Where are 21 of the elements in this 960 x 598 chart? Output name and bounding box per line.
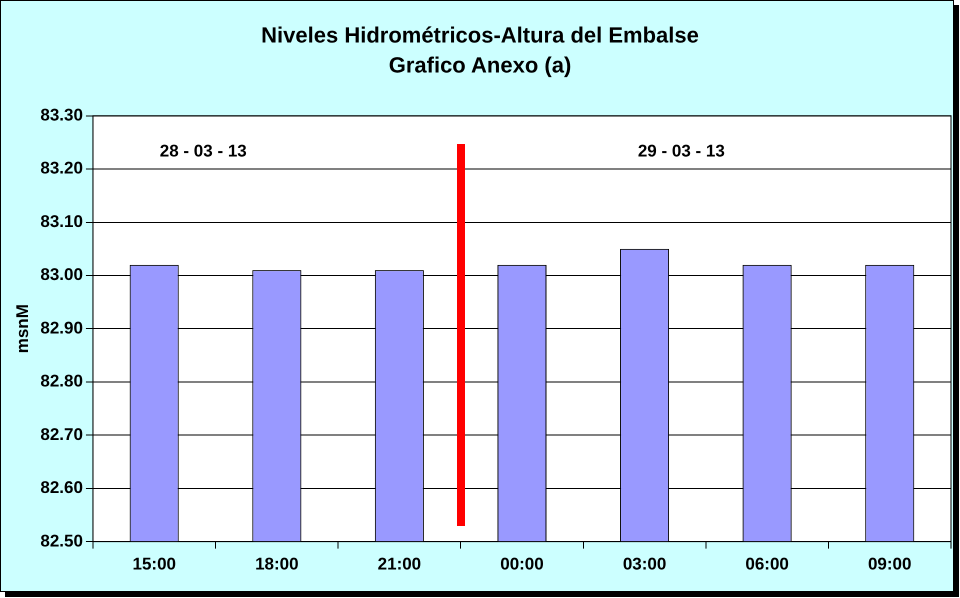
y-tick-label: 83.00 xyxy=(40,265,83,284)
y-tick-label: 82.60 xyxy=(40,478,83,498)
chart-subtitle: Grafico Anexo (a) xyxy=(388,52,572,78)
x-tick-label: 18:00 xyxy=(255,554,299,574)
x-tick-label: 15:00 xyxy=(132,554,176,574)
annotation: 29 - 03 - 13 xyxy=(638,141,725,160)
y-tick-label: 83.10 xyxy=(40,212,83,231)
y-tick-label: 83.30 xyxy=(40,105,83,124)
x-tick-label: 03:00 xyxy=(622,554,666,574)
y-tick-label: 82.70 xyxy=(40,424,83,444)
y-tick-label: 82.90 xyxy=(40,318,83,338)
x-tick-label: 06:00 xyxy=(745,554,789,574)
chart-title: Niveles Hidrométricos-Altura del Embalse xyxy=(261,22,699,48)
y-tick-label: 82.50 xyxy=(40,531,83,550)
y-axis-title: msnM xyxy=(12,304,32,354)
x-tick-label: 09:00 xyxy=(868,554,912,574)
x-tick-label: 00:00 xyxy=(500,554,544,574)
y-tick-label: 82.80 xyxy=(40,372,83,391)
y-tick-label: 83.20 xyxy=(40,158,83,178)
x-tick-label: 21:00 xyxy=(378,554,422,574)
annotation: 28 - 03 - 13 xyxy=(160,141,247,160)
